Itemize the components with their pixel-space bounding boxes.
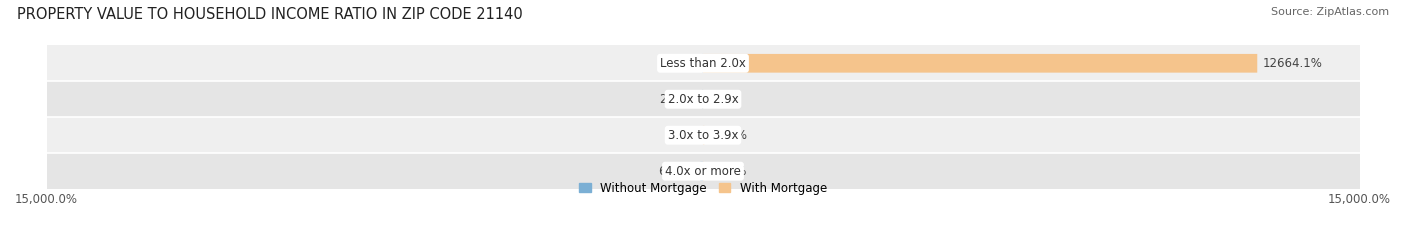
Bar	[46, 153, 1360, 189]
FancyBboxPatch shape	[703, 54, 1257, 73]
Text: 60.7%: 60.7%	[658, 165, 695, 178]
Text: 9.9%: 9.9%	[709, 93, 738, 106]
Bar	[46, 81, 1360, 117]
Text: 12664.1%: 12664.1%	[1263, 57, 1323, 70]
Text: 33.0%: 33.0%	[710, 129, 747, 142]
Text: PROPERTY VALUE TO HOUSEHOLD INCOME RATIO IN ZIP CODE 21140: PROPERTY VALUE TO HOUSEHOLD INCOME RATIO…	[17, 7, 523, 22]
Text: 14.3%: 14.3%	[659, 57, 697, 70]
Text: 4.0x or more: 4.0x or more	[665, 165, 741, 178]
FancyBboxPatch shape	[700, 162, 703, 181]
Text: 2.0x to 2.9x: 2.0x to 2.9x	[668, 93, 738, 106]
Text: 3.0x to 3.9x: 3.0x to 3.9x	[668, 129, 738, 142]
Text: Source: ZipAtlas.com: Source: ZipAtlas.com	[1271, 7, 1389, 17]
Text: 21.4%: 21.4%	[709, 165, 747, 178]
Bar	[46, 45, 1360, 81]
Text: Less than 2.0x: Less than 2.0x	[659, 57, 747, 70]
Bar	[46, 117, 1360, 153]
Legend: Without Mortgage, With Mortgage: Without Mortgage, With Mortgage	[579, 182, 827, 195]
Text: 22.3%: 22.3%	[659, 93, 697, 106]
FancyBboxPatch shape	[703, 126, 704, 144]
Text: 2.7%: 2.7%	[668, 129, 697, 142]
